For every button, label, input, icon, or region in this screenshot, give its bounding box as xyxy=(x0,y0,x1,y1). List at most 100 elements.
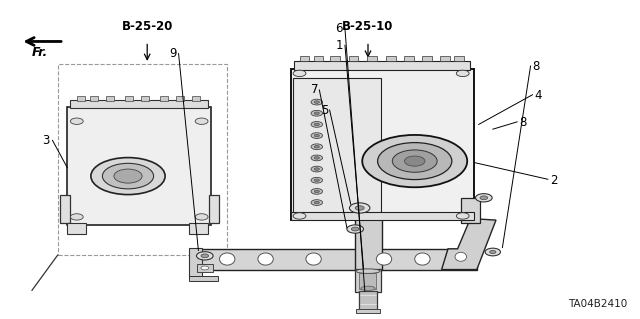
Text: 2: 2 xyxy=(550,174,558,187)
Polygon shape xyxy=(442,219,496,270)
Bar xyxy=(294,61,470,70)
Ellipse shape xyxy=(415,253,430,265)
Circle shape xyxy=(314,134,319,137)
Bar xyxy=(356,309,380,313)
Text: 7: 7 xyxy=(310,84,318,96)
Bar xyxy=(440,56,450,61)
Circle shape xyxy=(485,248,500,256)
Circle shape xyxy=(456,70,469,77)
Circle shape xyxy=(314,145,319,148)
Text: 1: 1 xyxy=(335,39,343,52)
Bar xyxy=(349,56,358,61)
Ellipse shape xyxy=(258,253,273,265)
Bar xyxy=(359,273,376,289)
Bar xyxy=(314,56,323,61)
Circle shape xyxy=(311,166,323,172)
Circle shape xyxy=(314,101,319,103)
Bar xyxy=(197,264,213,272)
Circle shape xyxy=(404,156,425,166)
Circle shape xyxy=(201,266,209,270)
Bar xyxy=(300,56,309,61)
Bar xyxy=(106,96,114,101)
Circle shape xyxy=(102,163,154,189)
Circle shape xyxy=(490,250,496,254)
Bar xyxy=(176,96,184,101)
Text: 3: 3 xyxy=(42,134,50,147)
Ellipse shape xyxy=(376,253,392,265)
Circle shape xyxy=(311,99,323,105)
Bar xyxy=(291,212,474,220)
Bar xyxy=(422,56,432,61)
Bar xyxy=(189,223,208,234)
Circle shape xyxy=(70,214,83,220)
Circle shape xyxy=(314,190,319,193)
Circle shape xyxy=(456,213,469,219)
Bar xyxy=(355,219,382,270)
Circle shape xyxy=(480,196,488,200)
Bar xyxy=(461,198,480,223)
Circle shape xyxy=(114,169,142,183)
Circle shape xyxy=(378,143,452,180)
Text: 9: 9 xyxy=(169,47,177,60)
Text: TA04B2410: TA04B2410 xyxy=(568,299,627,309)
Circle shape xyxy=(314,179,319,182)
Text: 4: 4 xyxy=(534,89,542,102)
Text: Fr.: Fr. xyxy=(31,46,48,59)
Circle shape xyxy=(201,254,209,258)
Circle shape xyxy=(311,200,323,205)
Bar xyxy=(192,96,200,101)
Circle shape xyxy=(314,201,319,204)
Bar xyxy=(58,64,227,255)
Circle shape xyxy=(293,70,306,77)
Bar xyxy=(189,248,202,278)
Circle shape xyxy=(476,194,492,202)
Text: B-25-10: B-25-10 xyxy=(342,20,394,33)
Circle shape xyxy=(314,112,319,115)
Circle shape xyxy=(349,203,370,213)
Bar xyxy=(192,249,477,270)
Circle shape xyxy=(195,118,208,124)
Ellipse shape xyxy=(361,286,375,291)
Text: 8: 8 xyxy=(520,116,527,129)
Circle shape xyxy=(355,206,364,210)
Bar xyxy=(386,56,396,61)
Circle shape xyxy=(311,177,323,183)
Bar xyxy=(160,96,168,101)
Text: 6: 6 xyxy=(335,22,343,35)
Bar xyxy=(367,56,377,61)
Bar xyxy=(77,96,85,101)
Circle shape xyxy=(196,252,213,260)
Ellipse shape xyxy=(306,253,321,265)
Bar xyxy=(330,56,340,61)
Circle shape xyxy=(347,225,364,233)
Ellipse shape xyxy=(356,269,380,273)
Bar xyxy=(67,223,86,234)
Circle shape xyxy=(293,213,306,219)
Circle shape xyxy=(351,227,359,231)
Bar xyxy=(454,56,464,61)
Circle shape xyxy=(362,135,467,187)
Bar xyxy=(291,69,474,220)
Circle shape xyxy=(314,123,319,126)
Bar xyxy=(67,107,211,225)
Text: B-25-20: B-25-20 xyxy=(122,20,173,33)
Circle shape xyxy=(311,144,323,150)
Circle shape xyxy=(311,122,323,127)
Text: 8: 8 xyxy=(532,61,540,73)
Circle shape xyxy=(311,155,323,161)
Circle shape xyxy=(311,189,323,194)
Text: 5: 5 xyxy=(321,104,328,116)
Circle shape xyxy=(314,157,319,159)
Circle shape xyxy=(392,150,437,172)
Circle shape xyxy=(91,158,165,195)
Circle shape xyxy=(311,110,323,116)
Circle shape xyxy=(70,118,83,124)
Bar xyxy=(70,100,208,108)
Circle shape xyxy=(311,133,323,138)
Circle shape xyxy=(195,214,208,220)
Bar xyxy=(189,276,218,281)
Bar xyxy=(209,195,219,223)
Bar xyxy=(125,96,133,101)
Ellipse shape xyxy=(455,252,467,261)
Bar xyxy=(141,96,149,101)
